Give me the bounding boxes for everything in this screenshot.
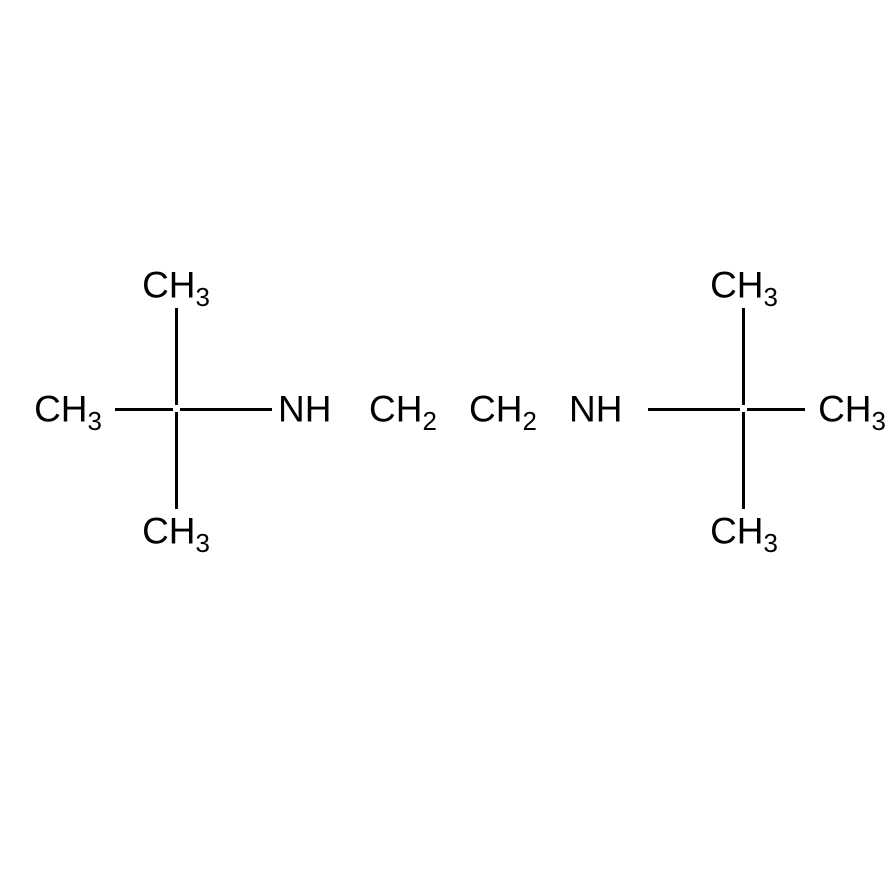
atom-ch3-left-left: CH3 [34,391,102,428]
atom-ch3-right-top: CH3 [710,267,778,304]
atom-ch3-left-bottom: CH3 [142,513,210,550]
atom-ch3-right-right: CH3 [818,391,886,428]
bond-ch3l-cl [115,408,173,411]
bond-cl-ch3lbot [175,412,178,509]
atom-nh-right: NH [569,391,622,428]
bond-nhr-cr [648,408,740,411]
atom-ch2-left: CH2 [369,391,437,428]
bond-cr-ch3rbot [742,412,745,509]
bond-ch3rtop-cr [742,308,745,405]
structure-canvas: CH3 CH3 CH3 NH CH2 CH2 NH CH3 CH3 CH3 [0,0,890,890]
atom-ch2-right: CH2 [469,391,537,428]
atom-ch3-left-top: CH3 [142,267,210,304]
atom-nh-left: NH [278,391,331,428]
atom-ch3-right-bottom: CH3 [710,513,778,550]
bond-cr-ch3r [747,408,805,411]
bond-ch3ltop-cl [175,308,178,405]
bond-cl-nhl [180,408,272,411]
